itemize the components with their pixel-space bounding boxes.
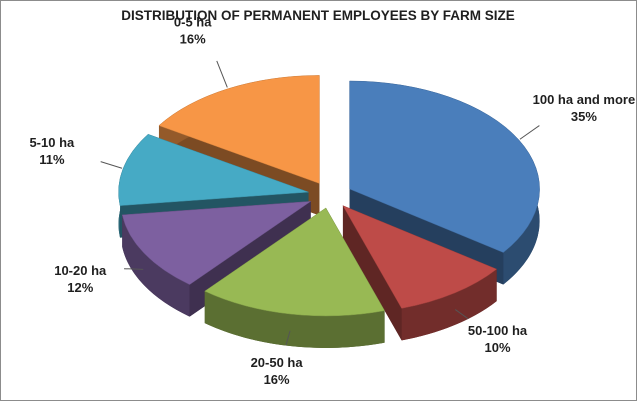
slice-top: [349, 80, 540, 253]
slice-side: [204, 291, 385, 348]
slice-top: [342, 205, 498, 309]
slice-side: [401, 269, 497, 341]
leader-line: [216, 60, 228, 88]
pie-slice: [342, 205, 498, 341]
leader-line: [454, 309, 469, 320]
slice-top: [204, 207, 385, 317]
slice-label: 50-100 ha: [468, 323, 528, 338]
slice-value-label: 11%: [39, 152, 65, 167]
slice-top: [121, 201, 312, 285]
slice-side: [122, 214, 190, 317]
slice-label: 20-50 ha: [251, 355, 304, 370]
pie-slice: [121, 201, 312, 317]
leader-line: [285, 330, 291, 346]
pie-slice: [204, 207, 385, 348]
leader-line: [100, 161, 123, 169]
leader-line: [124, 268, 144, 270]
slice-wall: [342, 205, 402, 341]
slice-value-label: 16%: [180, 32, 206, 47]
pie-slice: [158, 75, 320, 216]
slice-label: 0-5 ha: [174, 15, 212, 30]
slice-label: 10-20 ha: [54, 263, 107, 278]
chart-title: DISTRIBUTION OF PERMANENT EMPLOYEES BY F…: [121, 8, 515, 23]
slice-label: 100 ha and more: [533, 92, 636, 107]
slice-value-label: 10%: [485, 340, 511, 355]
slice-value-label: 35%: [571, 109, 597, 124]
leader-line: [519, 125, 540, 140]
slice-value-label: 12%: [67, 280, 93, 295]
slice-top: [118, 133, 309, 206]
slice-top: [158, 75, 320, 184]
slice-value-label: 16%: [264, 372, 290, 387]
slice-label: 5-10 ha: [29, 135, 75, 150]
